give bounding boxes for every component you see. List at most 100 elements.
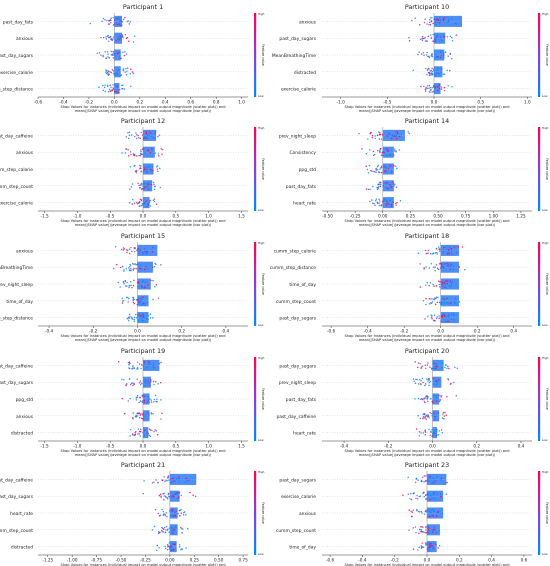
shap-dot [147, 184, 149, 186]
x-tick-label: -0.4 [358, 558, 367, 563]
shap-dot [140, 298, 143, 300]
shap-dot [136, 396, 138, 399]
shap-dot [378, 198, 380, 201]
shap-dot [433, 90, 435, 93]
shap-dot [173, 528, 175, 531]
shap-dot [426, 281, 429, 284]
shap-dot [365, 188, 368, 190]
shap-dot [361, 148, 363, 150]
shap-dot [146, 382, 149, 385]
shap-dot [140, 170, 143, 172]
shap-dot [183, 511, 186, 513]
colorbar-label: Feature value [545, 502, 549, 524]
shap-dot [447, 263, 449, 265]
shap-dot [449, 53, 452, 55]
shap-dot [89, 22, 91, 25]
x-tick-label: -0.4 [340, 444, 349, 449]
shap-dot [124, 51, 126, 53]
shap-dot [409, 498, 411, 500]
shap-dot [171, 545, 173, 548]
x-axis-label-line1: Shap Values for instances (individual im… [60, 219, 225, 223]
panel-title: Participant 19 [121, 347, 165, 355]
shap-dot [449, 69, 451, 72]
shap-dot [135, 299, 138, 301]
shap-dot [440, 429, 443, 431]
x-tick-label: 0.00 [165, 558, 175, 563]
shap-dot [387, 187, 390, 189]
shap-dot [181, 532, 183, 534]
shap-dot [142, 431, 144, 434]
shap-dot [418, 378, 421, 381]
shap-dot [152, 412, 154, 415]
x-axis-label-line1: Shap Values for instances (individual im… [60, 563, 225, 566]
shap-dot [414, 382, 417, 384]
shap-dot [426, 395, 428, 398]
shap-dot [432, 283, 434, 286]
shap-dot [107, 53, 109, 55]
shap-dot [374, 153, 376, 156]
shap-dot [112, 69, 115, 72]
shap-dot [162, 493, 164, 495]
shap-dot [415, 477, 418, 480]
shap-dot [417, 510, 420, 513]
shap-dot [151, 251, 154, 253]
feature-label: ppg_std [299, 167, 317, 173]
shap-dot [144, 285, 146, 288]
shap-dot [178, 480, 180, 483]
shap-dot [421, 35, 424, 38]
shap-dot [392, 181, 394, 184]
shap-dot [374, 135, 376, 137]
shap-dot [159, 167, 161, 170]
shap-dot [158, 362, 161, 365]
shap-dot [106, 35, 109, 38]
shap-dot [109, 71, 111, 73]
shap-dot [156, 401, 158, 403]
shap-dot [408, 529, 410, 531]
mean-shap-bar [432, 359, 444, 371]
shap-dot [376, 165, 379, 168]
shap-dot [140, 153, 143, 155]
shap-dot [380, 183, 382, 186]
x-axis-label-line2: mean(|SHAP value|)(average impact on mod… [359, 338, 496, 342]
shap-dot [428, 381, 430, 384]
feature-label: distracted [294, 70, 316, 76]
shap-dot [125, 384, 127, 387]
shap-dot [434, 86, 437, 88]
feature-label: past_day_fats [286, 397, 317, 403]
shap-dot [448, 285, 451, 287]
shap-dot [439, 56, 442, 59]
shap-dot [430, 19, 433, 22]
shap-dot [126, 70, 128, 73]
feature-label: past_day_caffeine [0, 133, 33, 139]
shap-dot [407, 131, 409, 133]
shap-dot [129, 151, 132, 153]
shap-dot [417, 383, 420, 385]
shap-dot [428, 384, 430, 387]
shap-dot [428, 510, 431, 512]
shap-dot [412, 509, 415, 511]
shap-dot [128, 131, 131, 133]
shap-dot [128, 378, 131, 380]
x-tick-label: -0.2 [384, 444, 393, 449]
shap-dot [141, 188, 143, 190]
shap-dot [432, 432, 434, 434]
shap-dot [145, 166, 148, 168]
shap-dot [430, 494, 432, 497]
shap-dot [436, 428, 438, 431]
shap-dot [433, 528, 436, 531]
shap-dot [428, 379, 431, 381]
shap-dot [436, 434, 438, 436]
panel-title: Participant 18 [405, 232, 449, 240]
shap-dot [445, 246, 447, 248]
shap-dot [427, 362, 429, 364]
shap-dot [420, 432, 422, 434]
shap-dot [137, 368, 139, 370]
shap-dot [412, 548, 415, 550]
shap-dot [130, 134, 133, 136]
shap-dot [112, 57, 115, 59]
shap-dot [433, 498, 436, 500]
shap-dot [366, 168, 369, 171]
shap-dot [446, 367, 448, 370]
shap-dot [149, 384, 151, 386]
colorbar-label: Feature value [545, 44, 549, 66]
